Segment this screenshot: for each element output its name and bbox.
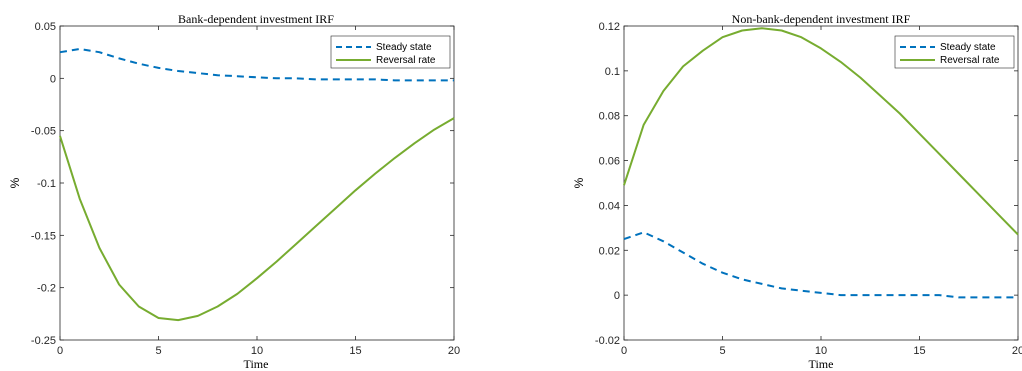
y-tick-label: -0.05 xyxy=(31,126,56,138)
series-line-reversal-rate xyxy=(623,27,1019,236)
chart-title: Non-bank-dependent investment IRF xyxy=(732,12,911,26)
axis-ticks: 0 5 10 15 200.120.10.080.060.040.020-0.02 xyxy=(595,21,1022,357)
x-tick-label: 20 xyxy=(448,345,460,357)
bank-dependent-chart: Bank-dependent investment IRF 0 5 10 15 20 0.… xyxy=(8,12,460,371)
series-line-reversal-rate xyxy=(59,117,455,322)
chart-title: Bank-dependent investment IRF xyxy=(178,12,334,26)
x-axis-label: Time xyxy=(244,357,269,371)
y-axis-label: % xyxy=(572,177,586,188)
x-tick-label: 15 xyxy=(913,345,925,357)
y-tick-label: 0.05 xyxy=(35,21,56,33)
y-tick-label: 0 xyxy=(614,290,620,302)
x-tick-label: 0 xyxy=(621,345,627,357)
x-tick-label: 0 xyxy=(57,345,63,357)
x-tick-label: 5 xyxy=(155,345,161,357)
legend-label-reversal-rate: Reversal rate xyxy=(376,55,436,66)
legend-box xyxy=(894,35,1015,69)
x-tick-label: 5 xyxy=(719,345,725,357)
plot-area xyxy=(59,25,455,341)
y-tick-label: -0.02 xyxy=(595,335,620,347)
y-tick-label: 0 xyxy=(50,73,56,85)
x-tick-label: 15 xyxy=(349,345,361,357)
y-tick-label: 0.02 xyxy=(599,245,620,257)
y-tick-label: 0.06 xyxy=(599,156,620,168)
legend: Steady state Reversal rate xyxy=(330,35,451,69)
y-tick-label: 0.12 xyxy=(599,21,620,33)
legend-label-steady-state: Steady state xyxy=(940,42,996,53)
x-tick-label: 20 xyxy=(1012,345,1022,357)
y-tick-label: 0.1 xyxy=(605,66,620,78)
series-line-steady-state xyxy=(623,231,1018,299)
axis-ticks: 0 5 10 15 20 0.05 0 -0.05 -0.1 -0.15 -0.2 -0.25 xyxy=(31,21,460,357)
y-tick-label: -0.15 xyxy=(31,230,56,242)
x-tick-label: 10 xyxy=(251,345,263,357)
x-tick-label: 10 xyxy=(815,345,827,357)
y-tick-label: -0.1 xyxy=(37,178,56,190)
series-layer xyxy=(59,48,455,322)
y-tick-label: 0.08 xyxy=(599,111,620,123)
series-layer xyxy=(623,27,1019,299)
y-tick-label: -0.25 xyxy=(31,335,56,347)
legend-box xyxy=(330,35,451,69)
legend-label-steady-state: Steady state xyxy=(376,42,432,53)
x-axis-label: Time xyxy=(809,357,834,371)
y-axis-label: % xyxy=(8,177,22,188)
y-tick-label: -0.2 xyxy=(37,283,56,295)
y-tick-label: 0.04 xyxy=(599,200,620,212)
non-bank-dependent-chart: Non-bank-dependent investment IRF 0 5 10 15… xyxy=(572,12,1022,371)
legend-label-reversal-rate: Reversal rate xyxy=(940,55,1000,66)
legend: Steady state Reversal rate xyxy=(894,35,1015,69)
